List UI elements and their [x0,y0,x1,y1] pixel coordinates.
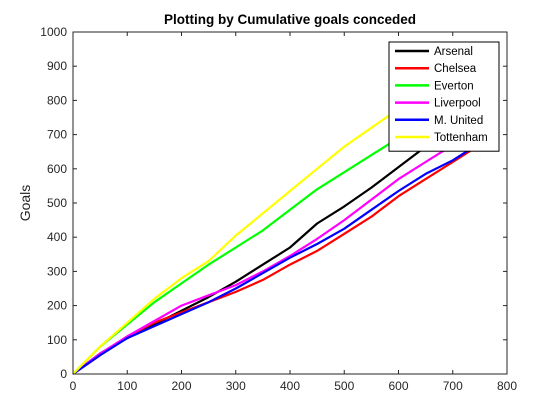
y-tick-label: 100 [47,333,67,347]
legend-entry-label: Liverpool [434,98,481,110]
legend-entry-label: Tottenham [434,132,488,144]
legend-entry-label: M. United [434,115,483,127]
y-tick-label: 1000 [40,25,67,39]
y-tick-label: 900 [47,59,67,73]
x-tick-label: 300 [226,379,246,393]
x-tick-label: 200 [171,379,191,393]
y-axis-label: Goals [17,185,33,222]
y-tick-label: 0 [60,367,67,381]
y-tick-label: 600 [47,162,67,176]
series-line-tottenham [72,107,400,375]
chart-title: Plotting by Cumulative goals conceded [164,12,416,27]
x-tick-label: 0 [70,379,77,393]
y-tick-label: 400 [47,230,67,244]
y-tick-label: 300 [47,264,67,278]
series-line-liverpool [72,130,473,375]
legend-items: Arsenal Chelsea Everton Liverpool M. United T… [395,46,488,144]
y-tick-label: 700 [47,128,67,142]
legend-entry-label: Everton [434,80,474,92]
legend-box [388,41,500,152]
y-tick-label: 500 [47,196,67,210]
x-tick-label: 400 [280,379,300,393]
x-tick-label: 500 [334,379,354,393]
x-tick-label: 600 [388,379,408,393]
legend: Arsenal Chelsea Everton Liverpool M. United T… [388,41,500,152]
legend-entry-label: Chelsea [434,63,477,75]
x-tick-label: 800 [497,379,517,393]
series-layer [72,106,473,375]
ticks-layer: 0 100 200 300 400 500 600 700 800 0 100 200 300 400 50… [40,25,517,393]
y-tick-label: 200 [47,299,67,313]
x-tick-label: 100 [117,379,137,393]
series-line-m-united [72,147,473,375]
x-tick-label: 700 [443,379,463,393]
legend-entry-label: Arsenal [434,46,473,58]
y-tick-label: 800 [47,93,67,107]
